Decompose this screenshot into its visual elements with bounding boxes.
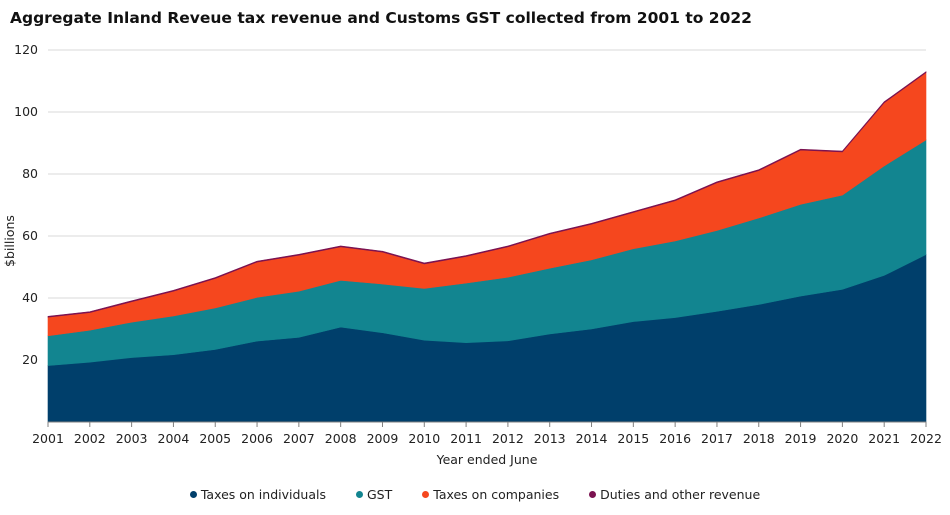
legend-swatch xyxy=(589,491,597,498)
legend-label: Taxes on companies xyxy=(433,487,560,502)
x-tick-label: 2014 xyxy=(576,431,608,446)
x-tick-label: 2017 xyxy=(701,431,733,446)
x-tick-label: 2012 xyxy=(492,431,524,446)
x-tick-label: 2019 xyxy=(785,431,817,446)
legend-label: Duties and other revenue xyxy=(600,487,761,502)
axes: 20 40 60 80 100 120 2001 2002 2003 2004 2005 2006 20… xyxy=(14,42,942,446)
x-tick-label: 2013 xyxy=(534,431,566,446)
x-axis-title: Year ended June xyxy=(436,452,538,467)
x-tick-label: 2016 xyxy=(659,431,691,446)
legend-swatch xyxy=(355,491,363,498)
x-tick-label: 2008 xyxy=(325,431,357,446)
legend-item: Duties and other revenue xyxy=(589,487,760,502)
x-tick-label: 2011 xyxy=(450,431,482,446)
y-tick-label: 100 xyxy=(14,104,38,119)
chart-title: Aggregate Inland Reveue tax revenue and … xyxy=(10,9,752,27)
y-tick-label: 120 xyxy=(14,42,38,57)
area-layers xyxy=(47,71,927,423)
legend: Taxes on individuals GST Taxes on companie… xyxy=(0,487,950,502)
y-tick-label: 20 xyxy=(22,352,38,367)
legend-swatch xyxy=(422,491,430,498)
x-tick-label: 2018 xyxy=(743,431,775,446)
x-tick-label: 2009 xyxy=(367,431,399,446)
area-duties-and-other-revenue xyxy=(47,71,927,318)
x-tick-label: 2002 xyxy=(74,431,106,446)
legend-swatch xyxy=(189,491,197,498)
y-tick-label: 80 xyxy=(22,166,38,181)
y-axis-title: $billions xyxy=(2,215,17,267)
x-tick-label: 2007 xyxy=(283,431,315,446)
legend-label: GST xyxy=(366,487,393,502)
legend-item: GST xyxy=(355,487,393,502)
x-tick-label: 2004 xyxy=(158,431,190,446)
x-tick-label: 2020 xyxy=(826,431,858,446)
x-tick-label: 2003 xyxy=(116,431,148,446)
x-tick-label: 2022 xyxy=(910,431,942,446)
x-tick-label: 2021 xyxy=(868,431,900,446)
legend-item: Taxes on individuals xyxy=(189,487,326,502)
x-tick-label: 2005 xyxy=(199,431,231,446)
x-tick-label: 2015 xyxy=(617,431,649,446)
legend-label: Taxes on individuals xyxy=(200,487,326,502)
legend-item: Taxes on companies xyxy=(422,487,559,502)
x-tick-label: 2010 xyxy=(408,431,440,446)
y-tick-label: 60 xyxy=(22,228,38,243)
x-tick-label: 2001 xyxy=(32,431,64,446)
x-tick-label: 2006 xyxy=(241,431,273,446)
y-tick-label: 40 xyxy=(22,290,38,305)
